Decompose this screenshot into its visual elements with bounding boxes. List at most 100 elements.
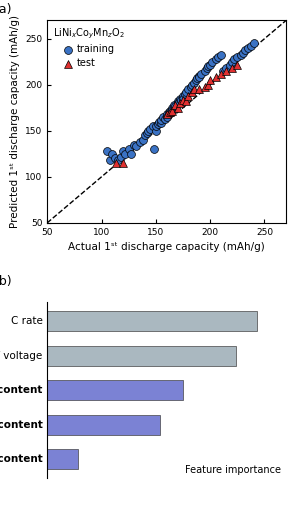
- test: [230, 64, 234, 72]
- training: [238, 51, 243, 60]
- training: [128, 150, 133, 158]
- training: [251, 39, 256, 47]
- test: [219, 70, 223, 78]
- training: [177, 95, 182, 103]
- training: [159, 116, 164, 124]
- training: [137, 138, 142, 146]
- training: [157, 118, 161, 126]
- test: [235, 61, 240, 69]
- training: [242, 46, 247, 54]
- test: [208, 76, 212, 84]
- training: [112, 154, 117, 162]
- training: [181, 92, 185, 100]
- training: [199, 70, 204, 78]
- test: [186, 92, 191, 100]
- Bar: [47, 415, 160, 435]
- Bar: [47, 346, 236, 366]
- training: [119, 153, 123, 161]
- Text: Ni content: Ni content: [0, 385, 42, 395]
- Bar: [47, 449, 78, 469]
- training: [175, 97, 180, 105]
- Text: Co content: Co content: [0, 420, 42, 430]
- training: [197, 73, 201, 81]
- Text: (a): (a): [0, 4, 12, 16]
- training: [173, 102, 178, 110]
- training: [104, 147, 109, 155]
- training: [148, 125, 153, 133]
- training: [227, 61, 232, 69]
- Text: C rate: C rate: [11, 317, 42, 326]
- test: [164, 110, 169, 118]
- Text: Cutoff voltage: Cutoff voltage: [0, 351, 42, 361]
- training: [121, 147, 126, 155]
- training: [230, 58, 234, 66]
- training: [159, 120, 164, 128]
- training: [168, 106, 172, 115]
- test: [170, 106, 174, 115]
- training: [166, 108, 171, 117]
- training: [146, 127, 150, 135]
- training: [183, 90, 188, 98]
- training: [150, 122, 155, 130]
- training: [240, 48, 245, 56]
- training: [186, 86, 191, 94]
- training: [132, 140, 137, 149]
- test: [189, 88, 194, 96]
- training: [156, 120, 160, 128]
- training: [153, 122, 158, 130]
- X-axis label: Actual 1ˢᵗ discharge capacity (mAh/g): Actual 1ˢᵗ discharge capacity (mAh/g): [68, 242, 265, 252]
- training: [178, 96, 183, 104]
- Text: Feature importance: Feature importance: [185, 465, 281, 475]
- training: [134, 143, 139, 151]
- training: [189, 81, 194, 89]
- training: [202, 67, 207, 75]
- Bar: [47, 380, 183, 401]
- Y-axis label: Predicted 1ˢᵗ discharge capacity (mAh/g): Predicted 1ˢᵗ discharge capacity (mAh/g): [9, 15, 19, 228]
- Text: (b): (b): [0, 275, 12, 288]
- training: [221, 67, 225, 75]
- test: [181, 96, 185, 104]
- training: [172, 101, 177, 109]
- training: [110, 150, 115, 158]
- training: [224, 64, 229, 72]
- test: [121, 159, 126, 167]
- training: [170, 104, 174, 112]
- test: [168, 108, 172, 117]
- training: [188, 82, 193, 91]
- test: [173, 101, 178, 109]
- training: [108, 156, 113, 164]
- training: [208, 61, 212, 69]
- training: [145, 129, 150, 137]
- training: [232, 55, 236, 63]
- training: [210, 58, 215, 66]
- training: [204, 64, 209, 72]
- training: [246, 44, 250, 52]
- training: [181, 95, 185, 103]
- test: [224, 67, 229, 75]
- test: [177, 99, 182, 107]
- training: [191, 79, 196, 87]
- training: [195, 74, 199, 82]
- Text: Mn content: Mn content: [0, 455, 42, 465]
- training: [219, 51, 223, 60]
- training: [115, 156, 120, 164]
- test: [213, 73, 218, 81]
- training: [142, 131, 147, 139]
- Legend: training, test: training, test: [52, 25, 126, 69]
- training: [215, 53, 220, 61]
- training: [194, 76, 198, 84]
- training: [161, 113, 166, 121]
- training: [140, 136, 145, 144]
- test: [202, 82, 207, 91]
- training: [213, 55, 218, 63]
- training: [197, 72, 201, 80]
- training: [153, 127, 158, 135]
- training: [235, 53, 240, 61]
- training: [249, 42, 254, 50]
- training: [162, 115, 167, 123]
- test: [184, 97, 189, 105]
- Bar: [47, 312, 258, 331]
- test: [197, 86, 201, 94]
- test: [175, 104, 180, 112]
- training: [170, 105, 174, 114]
